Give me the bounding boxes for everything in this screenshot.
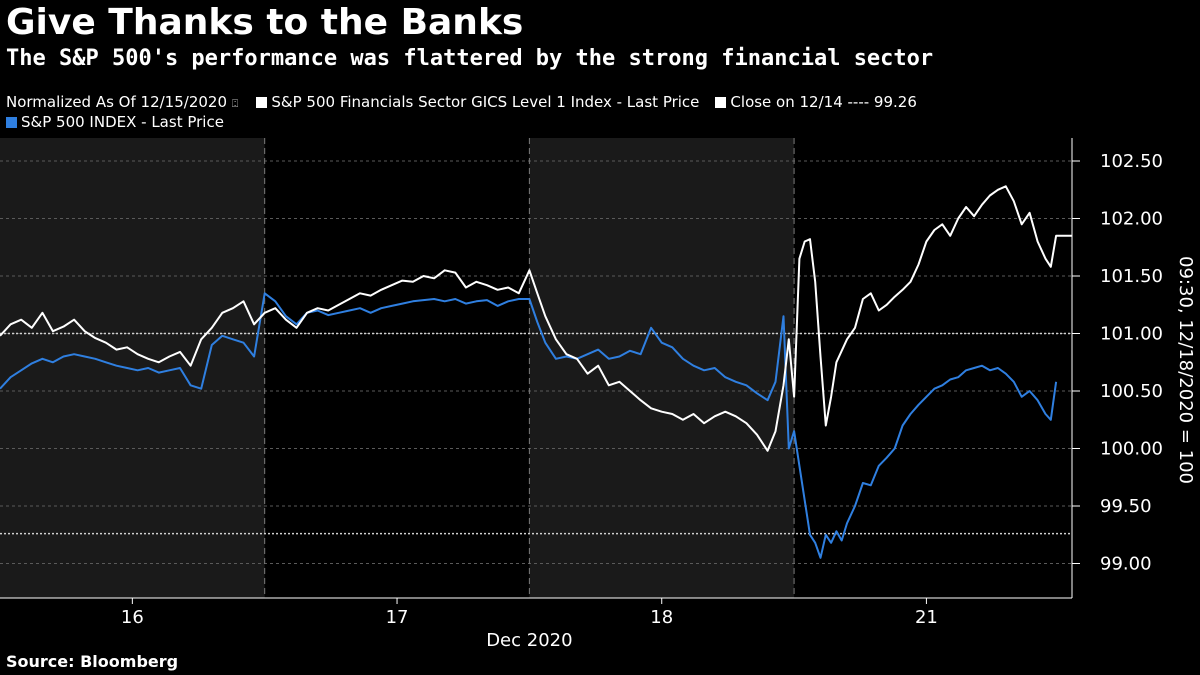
shaded-session-1 xyxy=(529,138,795,598)
shaded-session-0 xyxy=(0,138,265,598)
legend: Normalized As Of 12/15/2020 ⍠ S&P 500 Fi… xyxy=(6,92,933,132)
y-tick-label-5: 101.50 xyxy=(1100,266,1163,287)
series-line-0 xyxy=(0,185,1072,452)
y-axis-label: 09:30, 12/18/2020 = 100 xyxy=(1175,256,1196,484)
legend-spx-label: S&P 500 INDEX - Last Price xyxy=(21,113,224,131)
y-tick-label-0: 99.00 xyxy=(1100,554,1152,575)
x-tick-label-3: 21 xyxy=(915,607,938,628)
legend-financials-label: S&P 500 Financials Sector GICS Level 1 I… xyxy=(271,93,700,111)
y-tick-label-7: 102.50 xyxy=(1100,151,1163,172)
y-tick-label-3: 100.50 xyxy=(1100,381,1163,402)
legend-close-label: Close on 12/14 ---- 99.26 xyxy=(730,93,917,111)
x-tick-label-1: 17 xyxy=(386,607,409,628)
chart-subtitle: The S&P 500's performance was flattered … xyxy=(6,46,934,71)
legend-row-1: Normalized As Of 12/15/2020 ⍠ S&P 500 Fi… xyxy=(6,92,933,112)
y-tick-label-2: 100.00 xyxy=(1100,439,1163,460)
legend-row-2: S&P 500 INDEX - Last Price xyxy=(6,112,933,132)
chart-title: Give Thanks to the Banks xyxy=(6,2,524,43)
x-axis-label: Dec 2020 xyxy=(486,630,572,651)
legend-swatch-close xyxy=(715,97,727,108)
legend-normalized: Normalized As Of 12/15/2020 ⍠ xyxy=(6,92,240,114)
legend-close-note: Close on 12/14 ---- 99.26 xyxy=(715,92,917,112)
legend-swatch-spx xyxy=(6,117,17,128)
legend-normalized-label: Normalized As Of 12/15/2020 xyxy=(6,93,227,111)
legend-spx: S&P 500 INDEX - Last Price xyxy=(6,112,224,132)
y-tick-label-4: 101.00 xyxy=(1100,324,1163,345)
y-tick-label-6: 102.00 xyxy=(1100,209,1163,230)
x-tick-label-2: 18 xyxy=(650,607,673,628)
source-note: Source: Bloomberg xyxy=(6,652,179,671)
legend-swatch-financials xyxy=(256,97,268,108)
pin-icon: ⍠ xyxy=(231,97,239,110)
y-tick-label-1: 99.50 xyxy=(1100,496,1152,517)
legend-financials: S&P 500 Financials Sector GICS Level 1 I… xyxy=(256,92,699,112)
x-tick-label-0: 16 xyxy=(121,607,144,628)
